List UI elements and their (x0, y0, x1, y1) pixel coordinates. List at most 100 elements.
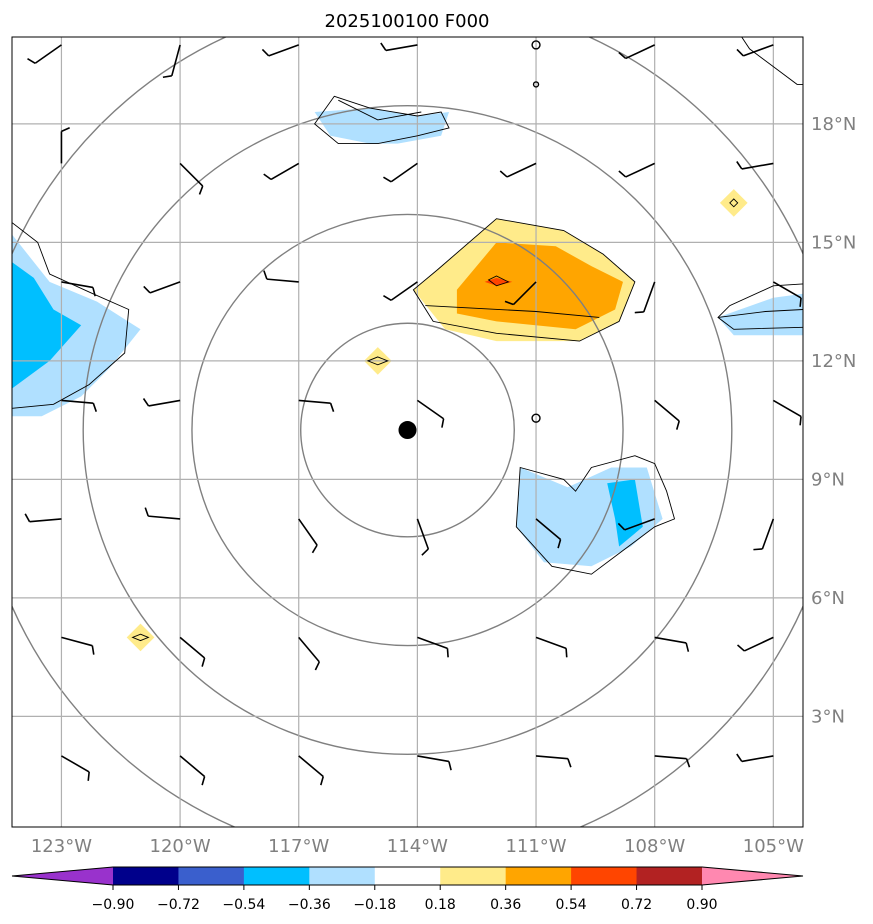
latitude-label: 6°N (811, 588, 845, 609)
contour-line (313, 95, 450, 145)
shaded-region (314, 108, 449, 144)
latitude-label: 12°N (811, 351, 856, 372)
wind-barb (617, 518, 655, 531)
latitude-label: 18°N (811, 114, 856, 135)
latitude-label: 9°N (811, 469, 845, 490)
colorbar-segment (374, 867, 441, 885)
wind-barb (298, 636, 321, 671)
wind-barb (27, 44, 62, 64)
wind-barb (179, 755, 206, 786)
contour-line (12, 222, 130, 409)
contour-line (515, 455, 676, 575)
wind-barb (417, 636, 449, 658)
wind-barb (261, 44, 300, 57)
chart-title: 2025100100 F000 (325, 11, 490, 32)
contour-line (729, 198, 739, 208)
wind-barb (535, 636, 568, 658)
contour-line (425, 305, 600, 318)
map-frame (11, 36, 804, 828)
wind-barb (535, 518, 562, 549)
shaded-region (12, 262, 82, 389)
longitude-label: 111°W (505, 836, 566, 857)
colorbar-tick-label: −0.72 (157, 897, 200, 913)
wind-barb (634, 281, 656, 314)
contour-ring (531, 40, 541, 50)
colorbar-segment (636, 867, 703, 885)
range-ring (191, 213, 624, 647)
colorbar-tick-label: 0.54 (556, 897, 587, 913)
wind-barb (654, 399, 680, 430)
contour-line (338, 99, 422, 121)
colorbar-segment (113, 867, 179, 885)
wind-barb (24, 513, 62, 523)
wind-barb (736, 161, 774, 170)
range-ring (82, 105, 733, 756)
colorbar: −0.90 −0.72 −0.54 −0.36 −0.18 0.18 0.36 0.54 0.7… (11, 866, 804, 913)
wind-barb (61, 399, 98, 412)
colorbar-tick-label: 0.36 (490, 897, 521, 913)
colorbar-tick-label: −0.18 (353, 897, 396, 913)
shaded-regions (12, 108, 803, 652)
colorbar-tick-label: −0.36 (288, 897, 331, 913)
contour-line (487, 275, 510, 287)
wind-barb (263, 270, 299, 283)
wind-barb (416, 518, 430, 556)
shaded-region (719, 189, 748, 217)
shaded-region (607, 479, 643, 547)
contour-line (717, 309, 803, 318)
contour-ring (531, 413, 541, 423)
wind-barb (383, 281, 418, 301)
wind-barb (60, 126, 70, 164)
contour-line (366, 356, 389, 366)
colorbar-segment (178, 867, 245, 885)
longitude-label: 117°W (268, 836, 329, 857)
colorbar-tick-label: −0.90 (92, 897, 135, 913)
longitude-label: 123°W (31, 836, 92, 857)
wind-barb (654, 755, 691, 768)
contour-line (412, 218, 636, 342)
colorbar-segment (505, 867, 572, 885)
wind-barb (499, 162, 537, 178)
contour-ring (532, 81, 540, 88)
storm-center (398, 421, 417, 440)
shaded-region (456, 242, 623, 330)
colorbar-segment (309, 867, 376, 885)
contour-lines (12, 37, 803, 642)
colorbar-tick-label: −0.54 (222, 897, 265, 913)
wind-barb (772, 399, 802, 426)
range-ring (300, 322, 515, 538)
wind-barb (61, 281, 96, 297)
wind-barb (416, 399, 445, 428)
wind-barb (417, 755, 452, 771)
longitude-label: 105°W (743, 836, 804, 857)
storm-center-marker (398, 421, 417, 440)
wind-barb (618, 44, 656, 60)
colorbar-segment (571, 867, 638, 885)
colorbar-tick-label: 0.90 (686, 897, 717, 913)
wind-barb (143, 281, 181, 294)
colorbar-extend-high (702, 867, 803, 885)
wind-barb (179, 636, 206, 667)
contour-line (741, 37, 803, 85)
wind-barb (654, 636, 690, 652)
longitude-label: 120°W (150, 836, 211, 857)
shaded-region (126, 623, 155, 652)
latitude-label: 3°N (811, 706, 845, 727)
latitude-tick-labels: 3°N 6°N 9°N 12°N 15°N 18°N (811, 114, 856, 728)
longitude-label: 114°W (387, 836, 448, 857)
wind-barb (61, 755, 90, 781)
longitude-tick-labels: 123°W 120°W 117°W 114°W 111°W 108°W 105°W (31, 836, 804, 857)
wind-barb (298, 399, 335, 412)
wind-barb (535, 755, 572, 768)
contour-line (131, 633, 150, 642)
range-rings (12, 37, 803, 827)
wind-barb (142, 398, 181, 407)
wind-barb (380, 42, 418, 52)
wind-barb (618, 162, 656, 178)
wind-barb (772, 281, 802, 307)
colorbar-tick-label: 0.18 (425, 897, 456, 913)
wind-barb (753, 518, 775, 551)
wind-barb (504, 281, 537, 306)
wind-barb (298, 518, 318, 554)
